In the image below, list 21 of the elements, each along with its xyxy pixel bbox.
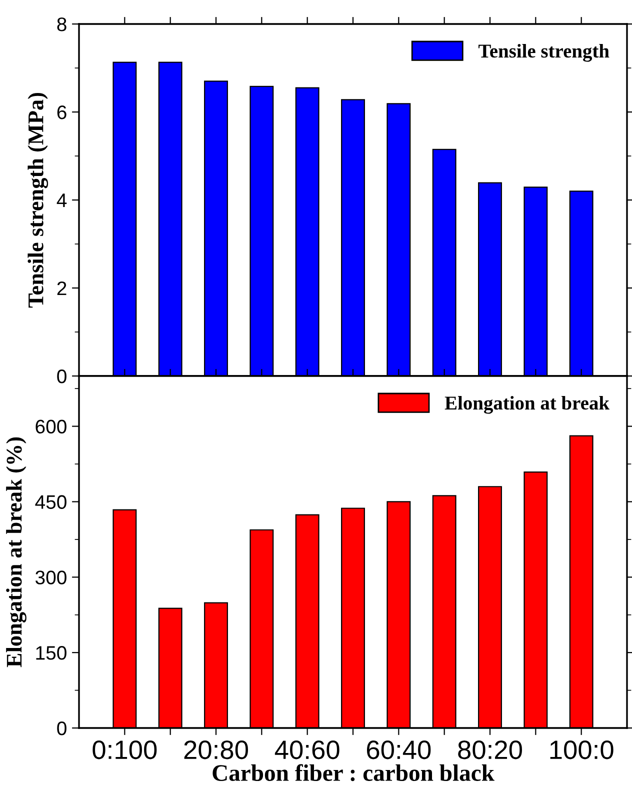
legend-label: Tensile strength xyxy=(478,44,610,62)
x-tick-label: 60:40 xyxy=(366,740,431,760)
y-tick-label: 450 xyxy=(35,495,66,509)
y-tick-label: 600 xyxy=(36,420,66,434)
y-tick-label: 300 xyxy=(35,570,66,584)
y-tick-label: 150 xyxy=(36,646,66,660)
x-tick-label: 0:100 xyxy=(92,740,157,760)
x-tick-label: 100:0 xyxy=(550,740,614,760)
x-axis-title: Carbon fiber : carbon black xyxy=(212,764,494,782)
y-axis-title: Tensile strength (MPa) xyxy=(28,92,48,308)
y-axis-title: Elongation at break (%) xyxy=(6,437,26,668)
x-tick-label: 80:20 xyxy=(458,740,522,760)
y-tick-label: 6 xyxy=(57,105,66,120)
y-tick-label: 8 xyxy=(57,17,66,32)
y-tick-label: 4 xyxy=(56,194,67,208)
y-tick-label: 2 xyxy=(57,281,66,296)
y-tick-label: 0 xyxy=(57,721,66,736)
x-tick-label: 40:60 xyxy=(274,740,340,760)
y-tick-label: 0 xyxy=(57,369,66,384)
legend-label: Elongation at break xyxy=(444,396,610,414)
x-tick-label: 20:80 xyxy=(184,740,248,760)
